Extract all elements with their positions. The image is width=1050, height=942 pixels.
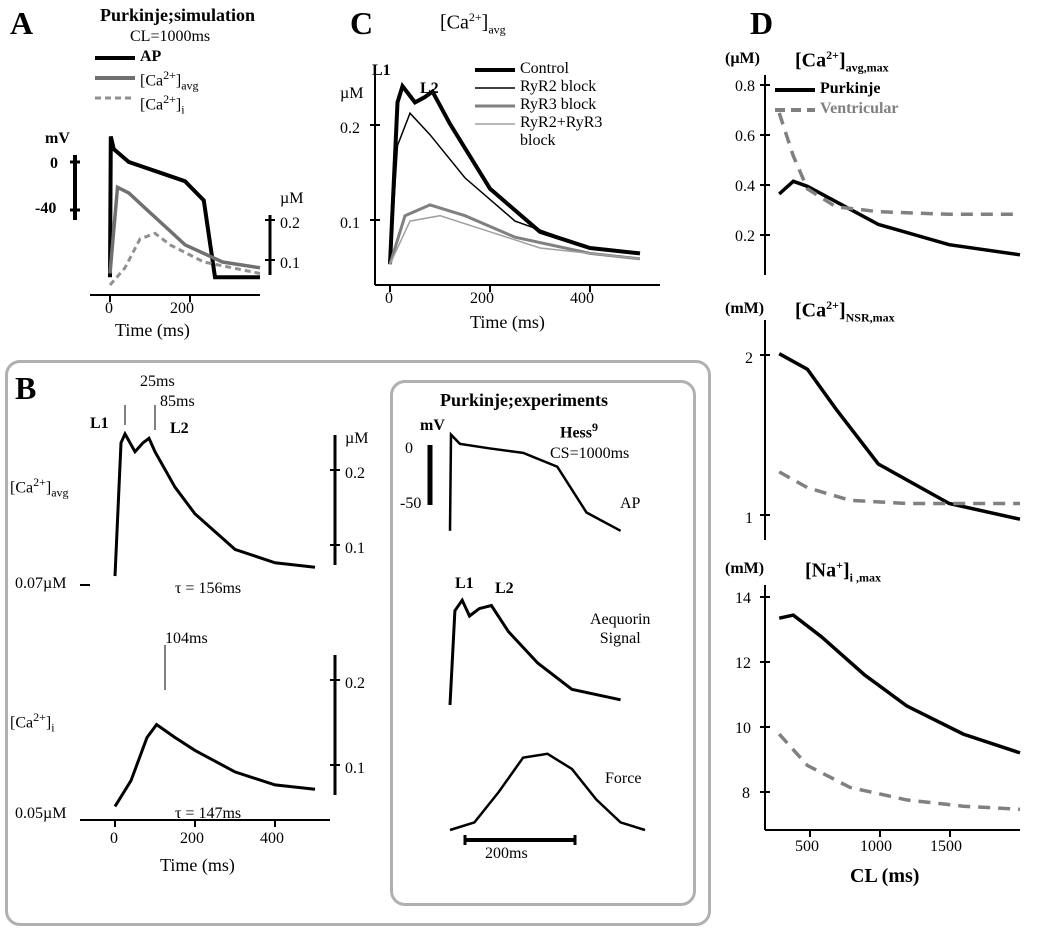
panel-b-exp-mvtick0: 0: [405, 440, 413, 458]
panel-b-xtick1: 200: [180, 830, 204, 848]
panel-d-sub1-t3: 0.2: [735, 228, 755, 246]
panel-b-exp-aeq-chart: [415, 575, 685, 725]
panel-d-sub1-t0: 0.8: [735, 78, 755, 96]
panel-c-xtick2: 400: [570, 290, 594, 308]
panel-d: D (µM) [Ca2+]avg,max 0.8 0.6 0.4 0.2 Pur…: [720, 0, 1030, 920]
panel-d-sub1-t1: 0.6: [735, 128, 755, 146]
panel-d-sub1-title: [Ca2+]avg,max: [795, 48, 889, 76]
panel-b-top-25ms: 25ms: [140, 373, 175, 391]
panel-a-xtick0: 0: [105, 300, 113, 318]
panel-d-sub1-t2: 0.4: [735, 178, 755, 196]
panel-b: B L1 25ms 85ms L2 [Ca2+]avg µM 0.2 0.1 0…: [10, 365, 390, 915]
panel-c: C [Ca2+]avg Control RyR2 block RyR3 bloc…: [340, 0, 710, 355]
panel-b-bot-baseline: 0.05µM: [15, 805, 66, 823]
panel-a-chart: [60, 120, 320, 320]
panel-a: A Purkinje;simulation CL=1000ms AP [Ca2+…: [0, 0, 340, 355]
panel-c-xtick1: 200: [470, 290, 494, 308]
panel-c-label: C: [350, 5, 373, 42]
panel-a-xlabel: Time (ms): [115, 320, 190, 341]
panel-d-xtick1: 1000: [860, 838, 892, 856]
panel-b-xlabel: Time (ms): [160, 855, 235, 876]
panel-d-sub3-t0: 14: [735, 590, 751, 608]
panel-b-label: B: [15, 370, 36, 407]
panel-d-label: D: [750, 5, 773, 42]
panel-a-xtick1: 200: [170, 300, 194, 318]
panel-c-xtick0: 0: [385, 290, 393, 308]
panel-b-bot-ylabel: [Ca2+]i: [10, 710, 55, 736]
panel-b-xtick2: 400: [260, 830, 284, 848]
panel-a-label: A: [10, 5, 33, 42]
panel-d-sub3-title: [Na+]i ,max: [805, 558, 881, 586]
panel-d-sub2-t0: 2: [745, 350, 753, 368]
panel-a-mvtick1: -40: [35, 200, 56, 218]
panel-a-leg-cai: [Ca2+]i: [140, 92, 185, 118]
panel-b-xtick0: 0: [110, 830, 118, 848]
panel-c-xlabel: Time (ms): [470, 312, 545, 333]
panel-b-exp: Purkinje;experiments Hess9 CS=1000ms mV …: [400, 385, 685, 895]
panel-d-xtick2: 1500: [930, 838, 962, 856]
panel-d-sub1-chart: [760, 75, 1030, 285]
panel-a-subtitle: CL=1000ms: [130, 28, 210, 46]
panel-b-top-chart: [70, 405, 380, 605]
panel-b-exp-title: Purkinje;experiments: [440, 390, 608, 411]
panel-a-title: Purkinje;simulation: [100, 5, 255, 26]
panel-d-xtick0: 500: [795, 838, 819, 856]
panel-d-sub3-t2: 10: [735, 720, 751, 738]
panel-d-sub2-yunit: (mM): [725, 300, 764, 318]
panel-b-exp-ap-chart: [415, 420, 685, 560]
panel-c-chart: [370, 50, 680, 310]
panel-a-leg-caavg: [Ca2+]avg: [140, 68, 199, 94]
panel-b-top-baseline: 0.07µM: [15, 575, 66, 593]
panel-d-sub3-t1: 12: [735, 655, 751, 673]
panel-d-sub3-yunit: (mM): [725, 560, 764, 578]
panel-a-mvtick0: 0: [50, 155, 58, 173]
panel-d-sub1-yunit: (µM): [725, 50, 760, 68]
panel-d-xlabel: CL (ms): [850, 865, 919, 888]
panel-c-ylabel: µM: [340, 85, 363, 103]
panel-d-sub3-chart: [760, 585, 1030, 845]
panel-b-bot-chart: [70, 635, 380, 855]
panel-a-leg-ap: AP: [140, 48, 161, 66]
panel-c-title: [Ca2+]avg: [440, 10, 506, 38]
panel-d-sub2-chart: [760, 320, 1030, 550]
panel-c-ytick1: 0.1: [340, 215, 360, 233]
panel-d-sub2-t1: 1: [745, 510, 753, 528]
panel-b-top-ylabel: [Ca2+]avg: [10, 475, 69, 501]
panel-b-exp-scalebar: 200ms: [485, 845, 528, 863]
panel-c-ytick0: 0.2: [340, 120, 360, 138]
panel-b-exp-force-chart: [415, 735, 685, 855]
panel-d-sub3-t3: 8: [742, 785, 750, 803]
